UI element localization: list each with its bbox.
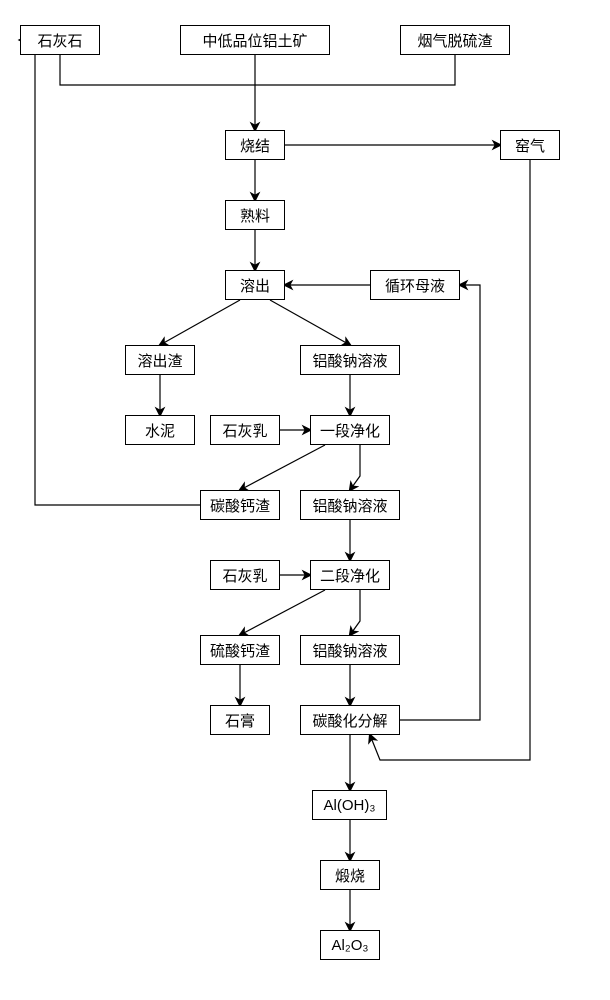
node-label: 水泥	[145, 420, 175, 441]
edge-18	[240, 590, 325, 635]
node-label: 窑气	[515, 135, 545, 156]
node-label: 铝酸钠溶液	[312, 640, 387, 661]
node-label: 中低品位铝土矿	[202, 30, 307, 51]
node-label: 熟料	[240, 205, 270, 226]
node-limemilk2: 石灰乳	[210, 560, 280, 590]
node-na_al_sol1: 铝酸钠溶液	[300, 345, 400, 375]
node-label: 碳酸化分解	[312, 710, 387, 731]
node-carbonation: 碳酸化分解	[300, 705, 400, 735]
node-limestone: 石灰石	[20, 25, 100, 55]
node-purify1: 一段净化	[310, 415, 390, 445]
node-dissolve: 溶出	[225, 270, 285, 300]
node-label: 溶出	[240, 275, 270, 296]
node-purify2: 二段净化	[310, 560, 390, 590]
node-label: 铝酸钠溶液	[312, 495, 387, 516]
node-label: 溶出渣	[137, 350, 182, 371]
node-label: 煅烧	[335, 865, 365, 886]
node-label: 碳酸钙渣	[210, 495, 270, 516]
edge-14	[350, 445, 360, 490]
node-sinter: 烧结	[225, 130, 285, 160]
node-label: 二段净化	[320, 565, 380, 586]
node-slag_out: 溶出渣	[125, 345, 195, 375]
node-label: 石灰乳	[222, 565, 267, 586]
node-label: 石灰石	[37, 30, 82, 51]
node-cement: 水泥	[125, 415, 195, 445]
node-label: 石膏	[225, 710, 255, 731]
node-label: Al(OH)₃	[324, 797, 376, 814]
edge-0	[60, 55, 255, 85]
edge-8	[160, 300, 240, 345]
node-calcine: 煅烧	[320, 860, 380, 890]
node-label: 石灰乳	[222, 420, 267, 441]
node-kiln_gas: 窑气	[500, 130, 560, 160]
node-label: 烟气脱硫渣	[417, 30, 492, 51]
edge-2	[255, 55, 455, 85]
node-caso4_slag: 硫酸钙渣	[200, 635, 280, 665]
node-na_al_sol2: 铝酸钠溶液	[300, 490, 400, 520]
node-caco3_slag: 碳酸钙渣	[200, 490, 280, 520]
node-label: 一段净化	[320, 420, 380, 441]
node-mother_liq: 循环母液	[370, 270, 460, 300]
node-na_al_sol3: 铝酸钠溶液	[300, 635, 400, 665]
node-al_oh3: Al(OH)₃	[312, 790, 387, 820]
node-label: 烧结	[240, 135, 270, 156]
edge-13	[240, 445, 325, 490]
node-limemilk1: 石灰乳	[210, 415, 280, 445]
node-label: Al₂O₃	[332, 937, 369, 954]
node-bauxite: 中低品位铝土矿	[180, 25, 330, 55]
node-label: 循环母液	[385, 275, 445, 296]
node-gypsum: 石膏	[210, 705, 270, 735]
edge-9	[270, 300, 350, 345]
node-clinker: 熟料	[225, 200, 285, 230]
node-label: 铝酸钠溶液	[312, 350, 387, 371]
edge-22	[400, 285, 480, 720]
node-label: 硫酸钙渣	[210, 640, 270, 661]
node-flue_slag: 烟气脱硫渣	[400, 25, 510, 55]
edge-23	[370, 160, 530, 760]
edge-19	[350, 590, 360, 635]
node-al2o3: Al₂O₃	[320, 930, 380, 960]
